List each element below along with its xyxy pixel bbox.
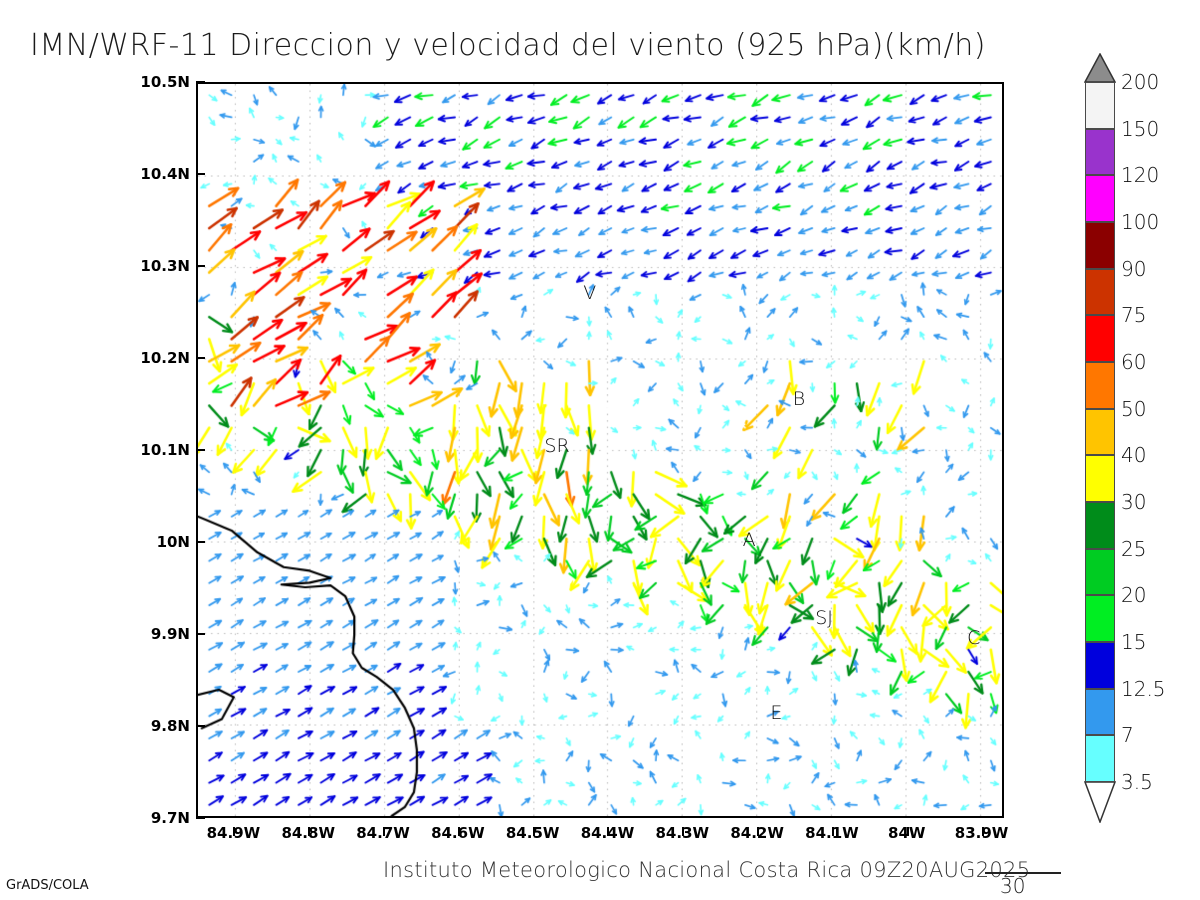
y-axis-tickmark: [196, 265, 205, 267]
reference-vector-line: [985, 872, 1061, 874]
colorbar-band: [1085, 362, 1115, 409]
colorbar-band: [1085, 82, 1115, 129]
x-axis-tickmark: [607, 827, 610, 836]
colorbar-band: [1085, 408, 1115, 456]
y-axis-tick-label: 10N: [156, 533, 190, 551]
colorbar-band: [1085, 315, 1115, 362]
colorbar-tick-label: 90: [1121, 256, 1147, 281]
y-axis-labels: 10.5N 10.4N 10.3N 10.2N 10.1N 10N 9.9N 9.8N 9.7N: [80, 73, 190, 827]
colorbar-band: [1085, 455, 1115, 502]
x-axis-tickmark: [906, 827, 909, 836]
colorbar-band: [1085, 128, 1115, 176]
x-axis-tickmark: [308, 827, 311, 836]
colorbar-bottom-cap-icon: [1084, 781, 1116, 823]
colorbar-tick-label: 25: [1121, 536, 1147, 561]
y-axis-tick-label: 10.4N: [140, 165, 190, 183]
y-axis-tick-label: 10.1N: [140, 441, 190, 459]
x-axis-tickmark: [532, 827, 535, 836]
colorbar-tick-label: 12.5: [1121, 676, 1166, 701]
colorbar-tick-label: 7: [1121, 723, 1134, 748]
x-axis-tickmark: [457, 827, 460, 836]
colorbar-top-cap-icon: [1084, 53, 1116, 83]
colorbar-band: [1085, 268, 1115, 316]
y-axis-tick-label: 9.8N: [150, 717, 190, 735]
colorbar-tick-label: 75: [1121, 303, 1147, 328]
y-axis-tick-label: 10.5N: [140, 73, 190, 91]
y-axis-tick-label: 10.3N: [140, 257, 190, 275]
x-axis-tickmark: [682, 827, 685, 836]
y-axis-tickmark: [196, 633, 205, 635]
page-title: IMN/WRF-11 Direccion y velocidad del vie…: [30, 28, 986, 63]
colorbar-tick-label: 20: [1121, 583, 1147, 608]
y-axis-tickmark: [196, 81, 205, 83]
y-axis-tick-label: 10.2N: [140, 349, 190, 367]
y-axis-tickmark: [196, 541, 205, 543]
y-axis-tickmark: [196, 449, 205, 451]
colorbar-tick-label: 100: [1121, 210, 1160, 234]
colorbar-tick-label: 50: [1121, 396, 1147, 421]
x-axis-tickmarks: [196, 818, 1004, 836]
y-axis-tick-label: 9.7N: [150, 809, 190, 827]
colorbar-band: [1085, 735, 1115, 782]
colorbar-tick-label: 120: [1121, 163, 1160, 188]
colorbar-band: [1085, 548, 1115, 596]
footer-credit: Instituto Meteorologico Nacional Costa R…: [383, 858, 1031, 882]
colorbar-tick-label: 30: [1121, 490, 1147, 514]
colorbar-band: [1085, 642, 1115, 689]
wind-vector-map: VSRBASJCEP: [196, 82, 1004, 818]
footer-grads-attribution: GrADS/COLA: [6, 878, 89, 893]
y-axis-tick-label: 9.9N: [150, 625, 190, 643]
colorbar-tick-label: 200: [1121, 70, 1160, 94]
colorbar-band: [1085, 175, 1115, 222]
colorbar-tick-label: 150: [1121, 116, 1160, 141]
colorbar-tick-label: 3.5: [1121, 770, 1153, 794]
x-axis-tickmark: [831, 827, 834, 836]
coastline-overlay: [198, 84, 1002, 816]
x-axis-tickmark: [757, 827, 760, 836]
y-axis-tickmark: [196, 817, 205, 819]
colorbar-tick-label: 40: [1121, 443, 1147, 468]
speed-colorbar: 200 150 120 100 90 75 60 50 40 30 25 20 15 12.5 7 3.5: [1084, 53, 1166, 823]
reference-vector-label: 30: [1000, 874, 1026, 898]
colorbar-band: [1085, 688, 1115, 736]
colorbar-band: [1085, 595, 1115, 642]
y-axis-tickmark: [196, 173, 205, 175]
colorbar-band: [1085, 222, 1115, 269]
colorbar-tick-label: 15: [1121, 630, 1147, 654]
y-axis-tickmark: [196, 357, 205, 359]
x-axis-tickmark: [383, 827, 386, 836]
x-axis-tickmark: [233, 827, 236, 836]
colorbar-band: [1085, 502, 1115, 549]
y-axis-tickmark: [196, 725, 205, 727]
x-axis-labels: 84.9W84.8W84.7W84.6W84.5W84.4W84.3W84.2W…: [196, 824, 1009, 848]
x-axis-tickmark: [981, 827, 984, 836]
y-axis-tickmarks: [187, 81, 205, 819]
colorbar-tick-label: 60: [1121, 350, 1147, 374]
